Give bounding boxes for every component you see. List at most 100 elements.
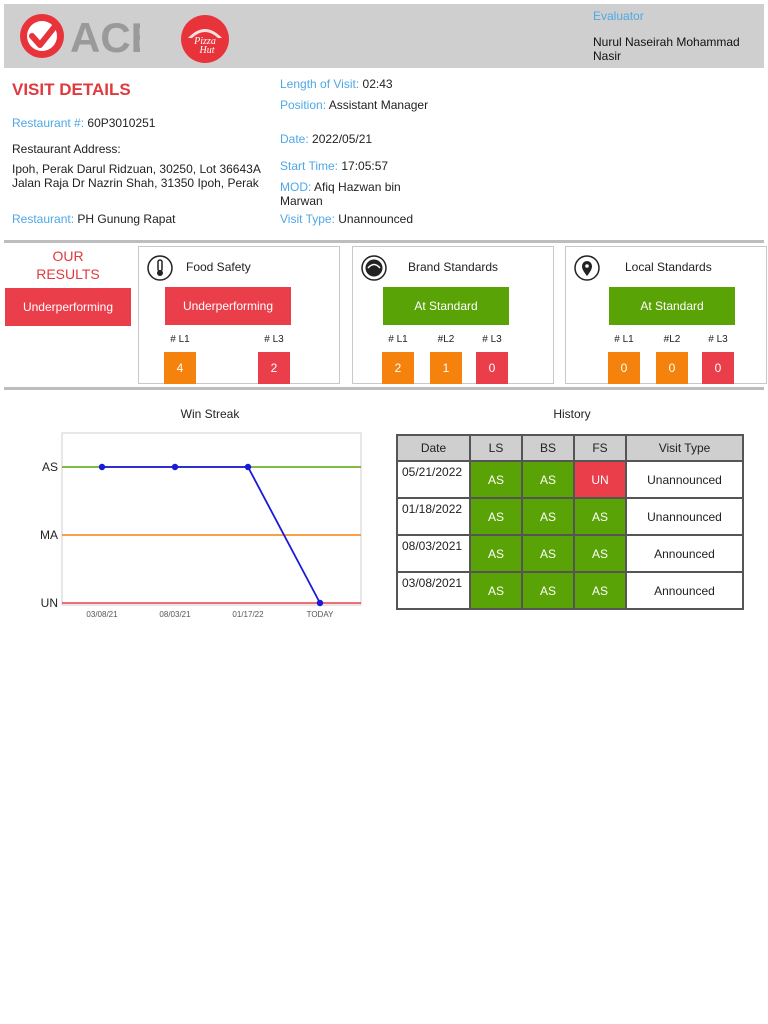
restaurant-number-label: Restaurant #: <box>12 116 85 130</box>
history-header-ls: LS <box>469 434 523 462</box>
data-point <box>98 463 106 471</box>
history-cell-ls: AS <box>469 571 523 610</box>
history-cell-visit-type: Unannounced <box>625 460 744 499</box>
history-table: Date LS BS FS Visit Type 05/21/2022 AS AS U… <box>396 434 744 610</box>
brand-standards-l2-label: #L2 <box>437 334 455 345</box>
visit-details-title: VISIT DETAILS <box>12 80 131 99</box>
chart-plot-area <box>61 432 362 606</box>
ace-logo: ACE <box>18 12 159 65</box>
mod-value: Afiq Hazwan bin Marwan <box>280 180 401 208</box>
history-body: 05/21/2022 AS AS UN Unannounced 01/18/2022 AS A… <box>396 460 744 610</box>
our-results-title: OUR RESULTS <box>36 248 100 282</box>
local-standards-l2-label: #L2 <box>663 334 681 345</box>
history-cell-visit-type: Announced <box>625 534 744 573</box>
history-row: 08/03/2021 AS AS AS Announced <box>396 534 744 573</box>
history-cell-bs: AS <box>521 460 575 499</box>
restaurant-address-value: Ipoh, Perak Darul Ridzuan, 30250, Lot 36… <box>12 162 261 190</box>
svg-text:Hut: Hut <box>199 45 215 56</box>
map-pin-icon <box>574 255 600 286</box>
restaurant-number-field: Restaurant #: 60P3010251 <box>12 116 155 130</box>
divider-bottom <box>4 387 764 390</box>
divider-top <box>4 240 764 243</box>
date-field: Date: 2022/05/21 <box>280 132 372 146</box>
brand-standards-l1-label: # L1 <box>388 334 408 345</box>
history-cell-date: 01/18/2022 <box>396 497 471 536</box>
ace-logo-text: ACE <box>70 14 140 60</box>
history-cell-fs: AS <box>573 571 627 610</box>
mod-label: MOD: <box>280 180 312 194</box>
y-tick-label: MA <box>40 528 58 542</box>
history-row: 03/08/2021 AS AS AS Announced <box>396 571 744 610</box>
history-cell-ls: AS <box>469 534 523 573</box>
brand-standards-l3-count: 0 <box>476 352 508 384</box>
start-time-field: Start Time: 17:05:57 <box>280 159 388 173</box>
history-header-bs: BS <box>521 434 575 462</box>
visit-type-value: Unannounced <box>338 212 413 226</box>
thermometer-icon <box>147 255 173 286</box>
pizza-hut-logo: Pizza Hut <box>180 14 230 69</box>
history-cell-fs: AS <box>573 497 627 536</box>
brand-standards-l3-label: # L3 <box>482 334 502 345</box>
food-safety-l1-label: # L1 <box>170 334 190 345</box>
history-cell-visit-type: Announced <box>625 571 744 610</box>
history-row: 01/18/2022 AS AS AS Unannounced <box>396 497 744 536</box>
data-point <box>244 463 252 471</box>
brand-standards-title: Brand Standards <box>408 260 499 274</box>
food-safety-status: Underperforming <box>165 287 291 325</box>
history-header-date: Date <box>396 434 471 462</box>
history-cell-bs: AS <box>521 571 575 610</box>
x-tick-label: TODAY <box>307 610 334 619</box>
history-cell-bs: AS <box>521 497 575 536</box>
data-point <box>316 599 324 607</box>
start-time-label: Start Time: <box>280 159 339 173</box>
history-header-fs: FS <box>573 434 627 462</box>
position-field: Position: Assistant Manager <box>280 98 428 112</box>
food-safety-card: Food Safety Underperforming # L1 4 # L3 … <box>138 246 340 384</box>
history-cell-ls: AS <box>469 497 523 536</box>
food-safety-title: Food Safety <box>186 260 251 274</box>
y-tick-label: AS <box>42 460 58 474</box>
restaurant-address-label: Restaurant Address: <box>12 142 121 156</box>
visit-length-value: 02:43 <box>362 77 393 91</box>
restaurant-number-value: 60P3010251 <box>87 116 156 130</box>
food-safety-l1-count: 4 <box>164 352 196 384</box>
history-cell-date: 05/21/2022 <box>396 460 471 499</box>
win-streak-chart: UN MA AS 03/08/21 08/03/21 01/17/22 TODAY <box>40 432 362 619</box>
local-standards-l2-count: 0 <box>656 352 688 384</box>
history-title: History <box>553 407 591 421</box>
food-safety-l3-count: 2 <box>258 352 290 384</box>
evaluator-label: Evaluator <box>593 9 644 23</box>
brand-standards-l2-count: 1 <box>430 352 462 384</box>
svg-text:Pizza: Pizza <box>193 36 216 47</box>
brand-standards-status: At Standard <box>383 287 509 325</box>
history-cell-date: 03/08/2021 <box>396 571 471 610</box>
x-tick-label: 01/17/22 <box>232 610 264 619</box>
history-cell-fs: UN <box>573 460 627 499</box>
date-value: 2022/05/21 <box>312 132 373 146</box>
restaurant-name-value: PH Gunung Rapat <box>77 212 176 226</box>
series-line <box>102 466 321 604</box>
local-standards-l3-count: 0 <box>702 352 734 384</box>
history-header-row: Date LS BS FS Visit Type <box>396 434 744 462</box>
food-safety-l3-label: # L3 <box>264 334 284 345</box>
x-tick-label: 03/08/21 <box>86 610 118 619</box>
mod-field: MOD: Afiq Hazwan bin Marwan <box>280 180 420 208</box>
chart-title: Win Streak <box>180 407 240 421</box>
restaurant-name-field: Restaurant: PH Gunung Rapat <box>12 212 175 226</box>
brand-standards-l1-count: 2 <box>382 352 414 384</box>
history-cell-bs: AS <box>521 534 575 573</box>
local-standards-status: At Standard <box>609 287 735 325</box>
data-point <box>171 463 179 471</box>
overall-status-badge: Underperforming <box>5 288 131 326</box>
local-standards-l1-label: # L1 <box>614 334 634 345</box>
start-time-value: 17:05:57 <box>341 159 389 173</box>
evaluator-name: Nurul Naseirah Mohammad Nasir <box>593 35 740 63</box>
position-value: Assistant Manager <box>328 98 429 112</box>
date-label: Date: <box>280 132 309 146</box>
local-standards-l1-count: 0 <box>608 352 640 384</box>
pizza-hut-icon <box>361 255 387 286</box>
restaurant-name-label: Restaurant: <box>12 212 75 226</box>
history-header-visit-type: Visit Type <box>625 434 744 462</box>
visit-length-field: Length of Visit: 02:43 <box>280 77 393 91</box>
header-bar: ACE Pizza Hut Evaluator Nurul Naseirah M… <box>4 4 764 68</box>
